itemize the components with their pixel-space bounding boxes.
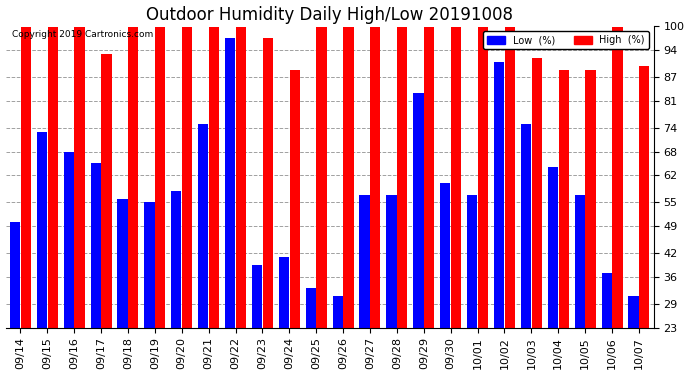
Bar bbox=[155, 27, 166, 328]
Bar bbox=[48, 27, 58, 328]
Bar bbox=[558, 69, 569, 328]
Bar bbox=[333, 296, 343, 328]
Bar bbox=[75, 27, 85, 328]
Bar bbox=[252, 265, 262, 328]
Bar bbox=[575, 195, 585, 328]
Bar bbox=[290, 69, 299, 328]
Bar bbox=[279, 257, 289, 328]
Bar bbox=[144, 202, 155, 328]
Bar bbox=[359, 195, 370, 328]
Legend: Low  (%), High  (%): Low (%), High (%) bbox=[483, 32, 649, 49]
Bar bbox=[612, 27, 622, 328]
Bar bbox=[90, 164, 101, 328]
Bar bbox=[531, 58, 542, 328]
Bar bbox=[344, 27, 353, 328]
Bar bbox=[629, 296, 639, 328]
Bar bbox=[63, 152, 74, 328]
Bar bbox=[440, 183, 451, 328]
Bar bbox=[209, 27, 219, 328]
Bar bbox=[371, 27, 380, 328]
Bar bbox=[101, 54, 112, 328]
Bar bbox=[397, 27, 407, 328]
Bar bbox=[37, 132, 47, 328]
Bar bbox=[317, 27, 326, 328]
Bar bbox=[386, 195, 397, 328]
Bar bbox=[451, 27, 461, 328]
Bar bbox=[117, 198, 128, 328]
Bar bbox=[585, 69, 595, 328]
Bar bbox=[467, 195, 477, 328]
Bar bbox=[639, 66, 649, 328]
Bar bbox=[548, 167, 558, 328]
Bar bbox=[602, 273, 612, 328]
Bar bbox=[424, 27, 434, 328]
Bar bbox=[21, 27, 31, 328]
Bar bbox=[478, 27, 488, 328]
Text: Copyright 2019 Cartronics.com: Copyright 2019 Cartronics.com bbox=[12, 30, 153, 39]
Bar bbox=[128, 27, 139, 328]
Bar bbox=[10, 222, 20, 328]
Bar bbox=[306, 288, 316, 328]
Bar bbox=[521, 124, 531, 328]
Bar bbox=[263, 38, 273, 328]
Bar bbox=[225, 38, 235, 328]
Bar bbox=[413, 93, 424, 328]
Bar bbox=[504, 27, 515, 328]
Bar bbox=[494, 62, 504, 328]
Bar bbox=[198, 124, 208, 328]
Bar bbox=[236, 27, 246, 328]
Bar bbox=[182, 27, 193, 328]
Title: Outdoor Humidity Daily High/Low 20191008: Outdoor Humidity Daily High/Low 20191008 bbox=[146, 6, 513, 24]
Bar bbox=[171, 191, 181, 328]
